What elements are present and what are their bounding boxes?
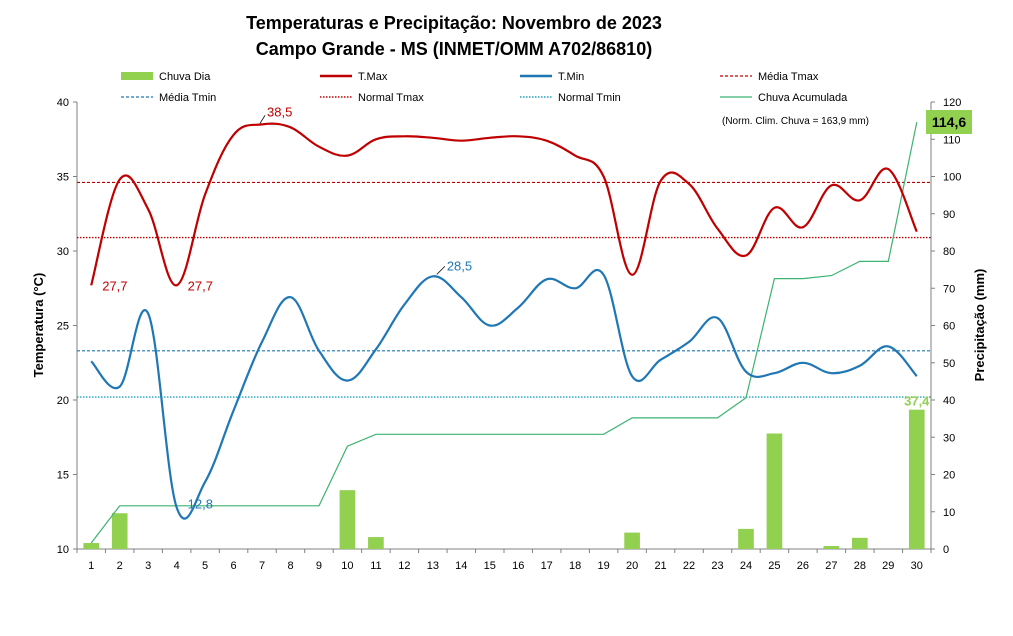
x-tick-label: 28 bbox=[854, 560, 866, 572]
chuva-acumulada-line bbox=[90, 121, 918, 544]
x-tick-label: 6 bbox=[231, 560, 237, 572]
x-tick-label: 19 bbox=[598, 560, 610, 572]
x-tick-label: 10 bbox=[341, 560, 353, 572]
rain-bar bbox=[823, 546, 840, 549]
y-right-tick-label: 100 bbox=[943, 172, 961, 184]
legend-chuva-dia-label: Chuva Dia bbox=[159, 71, 211, 83]
reference-lines bbox=[77, 181, 931, 398]
x-tick-label: 16 bbox=[512, 560, 524, 572]
y-right-tick-label: 40 bbox=[943, 395, 955, 407]
legend-normal-tmax-label: Normal Tmax bbox=[358, 92, 424, 104]
rain-bar bbox=[368, 537, 384, 549]
y-right-tick-label: 20 bbox=[943, 470, 955, 482]
x-tick-label: 20 bbox=[626, 560, 638, 572]
x-tick-label: 5 bbox=[202, 560, 208, 572]
x-tick-label: 11 bbox=[370, 560, 381, 572]
x-tick-label: 23 bbox=[711, 560, 723, 572]
tmin-min-label: 12,8 bbox=[188, 496, 213, 511]
rain-bar bbox=[339, 490, 356, 549]
y-left-tick-label: 20 bbox=[57, 395, 69, 407]
chart-title: Temperaturas e Precipitação: Novembro de… bbox=[246, 13, 662, 33]
rain-bar bbox=[624, 532, 640, 549]
x-tick-label: 24 bbox=[740, 560, 752, 572]
x-tick-label: 2 bbox=[117, 560, 123, 572]
y-right-tick-label: 60 bbox=[943, 321, 955, 333]
tmin-max-leader bbox=[436, 266, 446, 275]
x-tick-label: 15 bbox=[484, 560, 496, 572]
x-tick-label: 7 bbox=[259, 560, 265, 572]
x-tick-label: 18 bbox=[569, 560, 581, 572]
y-right-tick-label: 90 bbox=[943, 209, 955, 221]
y-right-tick-label: 120 bbox=[943, 97, 961, 109]
x-tick-label: 4 bbox=[174, 560, 180, 572]
y-left-tick-label: 40 bbox=[57, 97, 69, 109]
rain-bar bbox=[852, 537, 868, 549]
chart-subtitle: Campo Grande - MS (INMET/OMM A702/86810) bbox=[256, 39, 652, 59]
y-left-tick-label: 30 bbox=[57, 246, 69, 258]
x-tick-label: 26 bbox=[797, 560, 809, 572]
annotations: 38,5 27,7 27,7 28,5 12,8 37,4 114,6 bbox=[102, 104, 972, 511]
x-tick-label: 29 bbox=[882, 560, 894, 572]
y-axis-left-title: Temperatura (°C) bbox=[31, 273, 46, 378]
x-tick-label: 3 bbox=[145, 560, 151, 572]
y-left-tick-label: 25 bbox=[57, 321, 69, 333]
legend-tmin-label: T.Min bbox=[558, 71, 584, 83]
y-right-tick-label: 110 bbox=[943, 134, 961, 146]
y-left-tick-label: 15 bbox=[57, 470, 69, 482]
tmax-line bbox=[90, 122, 918, 287]
total-rain-box bbox=[926, 110, 972, 134]
x-tick-label: 13 bbox=[427, 560, 439, 572]
y-right-tick-label: 80 bbox=[943, 246, 955, 258]
legend-tmax-label: T.Max bbox=[358, 71, 388, 83]
tmin-max-label: 28,5 bbox=[447, 258, 472, 273]
rain-bar bbox=[738, 528, 754, 549]
tmax-max-label: 38,5 bbox=[267, 104, 292, 119]
last-rain-label: 37,4 bbox=[904, 394, 930, 409]
series-lines bbox=[90, 121, 918, 544]
legend-normal-tmin-label: Normal Tmin bbox=[558, 92, 621, 104]
rain-bars bbox=[83, 409, 925, 549]
tmin-line bbox=[90, 269, 918, 520]
x-tick-label: 27 bbox=[825, 560, 837, 572]
x-tick-label: 12 bbox=[398, 560, 410, 572]
x-tick-label: 17 bbox=[541, 560, 553, 572]
x-tick-label: 9 bbox=[316, 560, 322, 572]
x-tick-label: 25 bbox=[768, 560, 780, 572]
legend-media-tmax-label: Média Tmax bbox=[758, 71, 819, 83]
rain-bar bbox=[766, 433, 783, 549]
rain-bar bbox=[83, 543, 100, 549]
x-tick-label: 30 bbox=[911, 560, 923, 572]
x-tick-label: 1 bbox=[88, 560, 94, 572]
x-tick-label: 8 bbox=[287, 560, 293, 572]
y-right-tick-label: 50 bbox=[943, 358, 955, 370]
norm-clim-note: (Norm. Clim. Chuva = 163,9 mm) bbox=[722, 116, 869, 127]
y-right-tick-label: 10 bbox=[943, 507, 955, 519]
y-right-tick-label: 30 bbox=[943, 432, 955, 444]
legend-media-tmin-label: Média Tmin bbox=[159, 92, 216, 104]
tmax-max-leader bbox=[259, 115, 266, 124]
rain-bar bbox=[111, 513, 128, 549]
y-right-tick-label: 0 bbox=[943, 544, 949, 556]
tmax-min-label-day4: 27,7 bbox=[188, 278, 213, 293]
y-left-tick-label: 10 bbox=[57, 544, 69, 556]
x-tick-label: 14 bbox=[455, 560, 467, 572]
x-tick-label: 21 bbox=[654, 560, 666, 572]
rain-bar bbox=[908, 409, 925, 549]
legend: Chuva Dia T.Max T.Min Média Tmax Média T… bbox=[121, 71, 848, 104]
x-tick-label: 22 bbox=[683, 560, 695, 572]
axes: 1015202530354001020304050607080901001101… bbox=[57, 97, 962, 572]
total-rain-label: 114,6 bbox=[932, 114, 966, 130]
y-left-tick-label: 35 bbox=[57, 172, 69, 184]
legend-chuva-dia-swatch bbox=[121, 72, 153, 80]
y-right-tick-label: 70 bbox=[943, 283, 955, 295]
y-axis-right-title: Precipitação (mm) bbox=[972, 269, 987, 382]
tmax-min-label-day1: 27,7 bbox=[102, 278, 127, 293]
legend-chuva-acumulada-label: Chuva Acumulada bbox=[758, 92, 848, 104]
